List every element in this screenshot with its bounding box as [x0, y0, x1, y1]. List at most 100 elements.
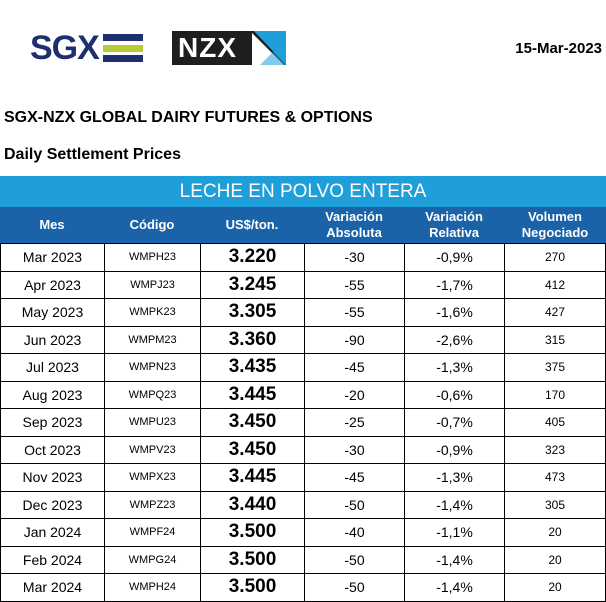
table-row: Aug 2023 WMPQ23 3.445 -20 -0,6% 170 [0, 380, 606, 409]
cell-mes: Feb 2024 [0, 545, 105, 574]
cell-var-abs: -25 [304, 408, 405, 437]
cell-precio: 3.220 [200, 243, 305, 272]
nzx-logo-text: NZX [178, 32, 237, 63]
nzx-logo-mark-icon [252, 31, 286, 65]
cell-var-rel: -0,9% [404, 435, 505, 464]
cell-mes: Jul 2023 [0, 353, 105, 382]
cell-volumen: 305 [504, 490, 606, 519]
table-row: Oct 2023 WMPV23 3.450 -30 -0,9% 323 [0, 435, 606, 464]
cell-var-abs: -55 [304, 298, 405, 327]
cell-codigo: WMPZ23 [104, 490, 201, 519]
sgx-logo-bars [102, 34, 143, 62]
cell-var-rel: -1,4% [404, 573, 505, 602]
cell-precio: 3.450 [200, 408, 305, 437]
cell-var-rel: -1,3% [404, 353, 505, 382]
cell-precio: 3.305 [200, 298, 305, 327]
cell-mes: Nov 2023 [0, 463, 105, 492]
cell-var-rel: -1,6% [404, 298, 505, 327]
table-header: Mes Código US$/ton. Variación Absoluta Va… [0, 207, 606, 243]
table-row: Mar 2024 WMPH24 3.500 -50 -1,4% 20 [0, 573, 606, 602]
cell-mes: Dec 2023 [0, 490, 105, 519]
cell-var-abs: -45 [304, 353, 405, 382]
cell-var-abs: -40 [304, 518, 405, 547]
table-row: Jan 2024 WMPF24 3.500 -40 -1,1% 20 [0, 518, 606, 547]
cell-precio: 3.500 [200, 545, 305, 574]
table-row: Feb 2024 WMPG24 3.500 -50 -1,4% 20 [0, 545, 606, 574]
cell-volumen: 315 [504, 325, 606, 354]
cell-var-abs: -50 [304, 545, 405, 574]
cell-precio: 3.440 [200, 490, 305, 519]
cell-volumen: 20 [504, 545, 606, 574]
cell-var-abs: -50 [304, 490, 405, 519]
cell-mes: Mar 2024 [0, 573, 105, 602]
settlement-table: Mar 2023 WMPH23 3.220 -30 -0,9% 270 Apr 2023 WM… [0, 243, 606, 602]
cell-volumen: 20 [504, 573, 606, 602]
cell-codigo: WMPH24 [104, 573, 201, 602]
cell-codigo: WMPV23 [104, 435, 201, 464]
col-mes: Mes [39, 217, 65, 232]
table-row: Jul 2023 WMPN23 3.435 -45 -1,3% 375 [0, 353, 606, 382]
cell-volumen: 405 [504, 408, 606, 437]
cell-codigo: WMPJ23 [104, 270, 201, 299]
cell-codigo: WMPG24 [104, 545, 201, 574]
col-var-rel: Variación Relativa [425, 209, 483, 240]
cell-volumen: 323 [504, 435, 606, 464]
page-title: SGX-NZX GLOBAL DAIRY FUTURES & OPTIONS [4, 109, 373, 126]
sgx-logo-text: SGX [30, 29, 100, 67]
col-codigo: Código [129, 217, 175, 232]
cell-precio: 3.245 [200, 270, 305, 299]
cell-precio: 3.500 [200, 518, 305, 547]
cell-var-abs: -90 [304, 325, 405, 354]
cell-precio: 3.450 [200, 435, 305, 464]
cell-mes: Apr 2023 [0, 270, 105, 299]
cell-mes: Jan 2024 [0, 518, 105, 547]
table-row: Jun 2023 WMPM23 3.360 -90 -2,6% 315 [0, 325, 606, 354]
cell-var-abs: -30 [304, 243, 405, 272]
cell-codigo: WMPM23 [104, 325, 201, 354]
product-banner: LECHE EN POLVO ENTERA [0, 176, 606, 207]
cell-mes: May 2023 [0, 298, 105, 327]
table-row: Mar 2023 WMPH23 3.220 -30 -0,9% 270 [0, 243, 606, 272]
table-row: May 2023 WMPK23 3.305 -55 -1,6% 427 [0, 298, 606, 327]
cell-var-abs: -20 [304, 380, 405, 409]
col-var-abs: Variación Absoluta [325, 209, 383, 240]
table-row: Sep 2023 WMPU23 3.450 -25 -0,7% 405 [0, 408, 606, 437]
sgx-logo: SGX [30, 30, 143, 66]
table-row: Nov 2023 WMPX23 3.445 -45 -1,3% 473 [0, 463, 606, 492]
cell-var-rel: -1,4% [404, 490, 505, 519]
cell-var-rel: -1,1% [404, 518, 505, 547]
cell-codigo: WMPH23 [104, 243, 201, 272]
cell-precio: 3.360 [200, 325, 305, 354]
cell-codigo: WMPU23 [104, 408, 201, 437]
cell-volumen: 375 [504, 353, 606, 382]
cell-mes: Aug 2023 [0, 380, 105, 409]
table-row: Apr 2023 WMPJ23 3.245 -55 -1,7% 412 [0, 270, 606, 299]
cell-precio: 3.435 [200, 353, 305, 382]
nzx-logo: NZX [172, 31, 286, 65]
cell-var-rel: -0,9% [404, 243, 505, 272]
cell-codigo: WMPN23 [104, 353, 201, 382]
cell-mes: Jun 2023 [0, 325, 105, 354]
cell-codigo: WMPQ23 [104, 380, 201, 409]
cell-codigo: WMPF24 [104, 518, 201, 547]
cell-volumen: 412 [504, 270, 606, 299]
cell-var-abs: -45 [304, 463, 405, 492]
col-precio: US$/ton. [225, 217, 279, 232]
cell-volumen: 427 [504, 298, 606, 327]
cell-var-abs: -50 [304, 573, 405, 602]
report-date: 15-Mar-2023 [515, 40, 602, 57]
cell-var-rel: -2,6% [404, 325, 505, 354]
cell-mes: Oct 2023 [0, 435, 105, 464]
cell-var-abs: -30 [304, 435, 405, 464]
cell-var-rel: -1,4% [404, 545, 505, 574]
cell-var-rel: -1,7% [404, 270, 505, 299]
table-row: Dec 2023 WMPZ23 3.440 -50 -1,4% 305 [0, 490, 606, 519]
cell-volumen: 473 [504, 463, 606, 492]
cell-volumen: 20 [504, 518, 606, 547]
cell-precio: 3.445 [200, 463, 305, 492]
cell-precio: 3.500 [200, 573, 305, 602]
cell-var-rel: -1,3% [404, 463, 505, 492]
cell-codigo: WMPX23 [104, 463, 201, 492]
page-subtitle: Daily Settlement Prices [4, 146, 181, 163]
cell-precio: 3.445 [200, 380, 305, 409]
